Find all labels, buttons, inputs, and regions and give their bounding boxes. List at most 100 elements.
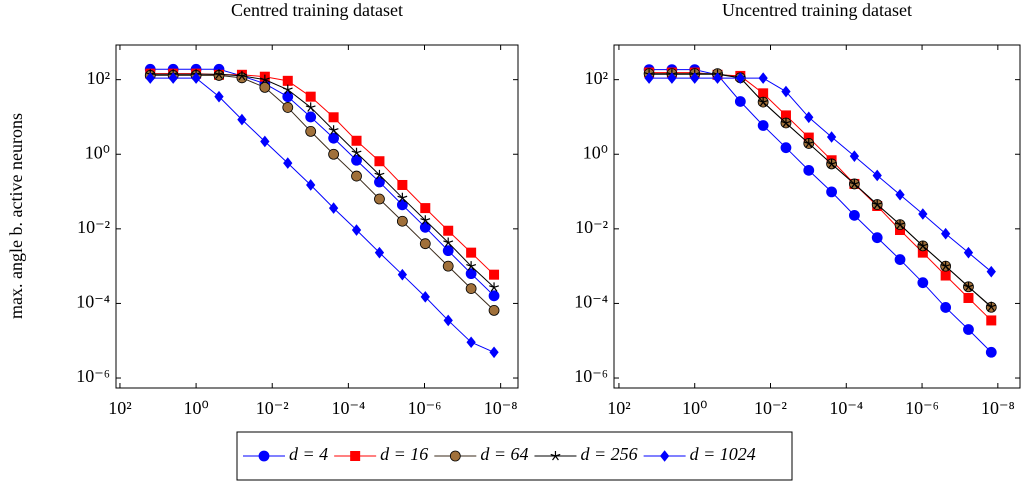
marker	[986, 265, 996, 278]
x-tick-label: 10⁰	[682, 398, 707, 418]
marker	[757, 120, 769, 131]
legend-marker	[550, 451, 561, 461]
marker	[168, 72, 178, 84]
marker	[465, 268, 477, 280]
marker	[328, 202, 339, 214]
marker	[826, 186, 837, 198]
marker	[895, 188, 905, 201]
marker	[351, 170, 362, 182]
marker	[963, 292, 974, 303]
x-tick-label: 10²	[108, 398, 131, 418]
marker	[374, 176, 385, 188]
marker	[489, 282, 499, 292]
series-line	[150, 74, 495, 311]
marker	[191, 72, 201, 84]
marker	[735, 72, 745, 84]
legend-marker	[659, 450, 670, 462]
legend-label: d = 64	[480, 444, 528, 464]
x-tick-label: 10⁻⁸	[484, 398, 518, 418]
marker	[466, 336, 476, 349]
marker	[442, 245, 454, 257]
marker	[237, 113, 247, 126]
marker	[420, 203, 431, 214]
marker	[214, 90, 224, 103]
marker	[282, 102, 294, 113]
marker	[848, 209, 860, 221]
marker	[918, 208, 928, 220]
marker	[397, 179, 408, 190]
marker	[419, 221, 431, 233]
marker	[667, 72, 677, 84]
marker	[644, 72, 654, 84]
marker	[305, 111, 317, 123]
marker	[374, 156, 385, 167]
y-tick-label: 10⁰	[85, 142, 110, 162]
marker	[986, 301, 997, 312]
marker	[420, 215, 431, 225]
y-tick-label: 10⁻²	[575, 217, 608, 237]
series-line	[150, 73, 495, 288]
marker	[917, 240, 928, 251]
marker	[236, 70, 247, 81]
marker	[734, 96, 746, 107]
legend-label: d = 1024	[690, 444, 756, 464]
marker	[305, 125, 317, 137]
marker	[306, 179, 316, 191]
series-line	[649, 73, 992, 308]
marker	[396, 199, 408, 211]
marker	[282, 91, 294, 103]
marker	[488, 290, 500, 302]
marker	[986, 315, 997, 326]
marker	[466, 247, 477, 258]
marker	[351, 147, 362, 158]
marker	[826, 131, 837, 143]
marker	[374, 193, 385, 205]
marker	[443, 237, 454, 247]
marker	[803, 164, 815, 176]
x-tick-label: 10⁰	[183, 398, 208, 418]
x-tick-label: 10⁻⁶	[905, 398, 939, 418]
marker	[443, 314, 453, 327]
marker	[283, 157, 293, 169]
marker	[917, 277, 929, 289]
marker	[419, 238, 431, 250]
marker	[963, 324, 974, 335]
marker	[712, 72, 723, 84]
y-tick-label: 10²	[585, 68, 608, 88]
series-line	[649, 73, 992, 308]
marker	[259, 82, 271, 93]
marker	[305, 91, 316, 102]
marker	[488, 305, 500, 316]
y-tick-label: 10⁻⁴	[574, 292, 608, 312]
series-line	[150, 77, 495, 353]
marker	[985, 346, 997, 358]
marker	[895, 219, 905, 229]
legend-marker	[258, 450, 270, 462]
marker	[963, 281, 974, 292]
marker	[894, 254, 906, 265]
marker	[466, 261, 477, 271]
x-tick-label: 10⁻⁸	[981, 398, 1015, 418]
marker	[214, 69, 224, 79]
plot-frame	[115, 44, 519, 389]
marker	[690, 72, 700, 84]
legend-label: d = 16	[380, 444, 428, 464]
marker	[260, 135, 270, 148]
marker	[420, 291, 430, 303]
x-tick-label: 10²	[607, 398, 630, 418]
y-tick-label: 10⁰	[583, 142, 608, 162]
marker	[872, 169, 882, 182]
marker	[328, 148, 340, 160]
marker	[940, 270, 951, 281]
marker	[328, 132, 340, 144]
x-tick-label: 10⁻⁶	[408, 398, 442, 418]
marker	[351, 135, 362, 146]
marker	[963, 246, 974, 259]
x-tick-label: 10⁻⁴	[829, 398, 863, 418]
marker	[282, 84, 293, 95]
marker	[305, 102, 316, 112]
y-tick-label: 10⁻⁴	[76, 292, 110, 312]
legend-label: d = 4	[289, 444, 328, 464]
